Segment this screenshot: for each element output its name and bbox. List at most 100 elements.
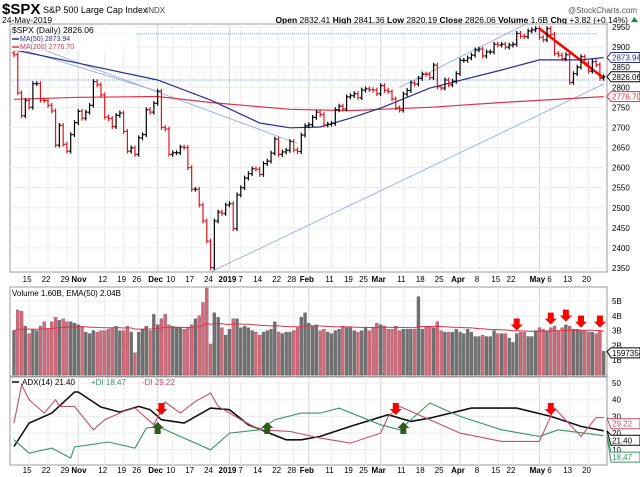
- price-bar: [359, 87, 364, 101]
- volume-bar: [477, 336, 481, 376]
- price-x-tick-label: 6: [547, 275, 552, 284]
- volume-bar: [31, 328, 35, 376]
- price-bar: [522, 33, 527, 40]
- ma200-legend: MA(200) 2776.70: [20, 44, 74, 51]
- volume-bar: [394, 326, 398, 376]
- price-bar: [27, 98, 31, 110]
- adx-x-tick-label: 26: [132, 466, 141, 475]
- price-bar: [492, 41, 496, 55]
- pdi-tag-label: 18.47: [612, 453, 633, 462]
- volume-bar: [178, 327, 182, 376]
- price-bar: [548, 26, 553, 37]
- volume-bar: [450, 331, 455, 376]
- volume-bar: [163, 314, 167, 376]
- price-bar: [412, 80, 417, 87]
- adx-x-tick-label: 18: [416, 466, 425, 475]
- price-bar: [518, 31, 523, 39]
- volume-bar: [242, 326, 247, 376]
- adx-x-tick-label: May: [530, 466, 546, 475]
- volume-bar: [137, 331, 141, 376]
- volume-bar: [371, 327, 375, 376]
- price-bar: [375, 87, 379, 97]
- adx-x-tick-label: 29: [60, 466, 69, 475]
- volume-bar: [72, 323, 77, 376]
- price-bar: [212, 218, 217, 271]
- adx-x-tick-label: 22: [272, 466, 281, 475]
- adx-x-tick-label: Mar: [372, 466, 386, 475]
- price-bar: [76, 108, 81, 126]
- price-bar: [129, 145, 133, 154]
- price-bar: [397, 105, 402, 113]
- high-value: 2841.36: [354, 15, 385, 25]
- volume-bar: [579, 330, 583, 376]
- low-value: 2820.19: [406, 15, 437, 25]
- volume-bar: [507, 337, 511, 376]
- price-bar: [174, 150, 179, 156]
- volume-bar: [174, 327, 179, 376]
- price-bar: [223, 202, 228, 216]
- price-bar: [193, 186, 198, 192]
- price-x-tick-label: 25: [435, 275, 444, 284]
- price-bar: [121, 110, 126, 134]
- volume-bar: [227, 328, 232, 376]
- price-bar: [382, 83, 387, 93]
- volume-bar: [454, 328, 458, 376]
- price-bar: [125, 129, 130, 154]
- price-bar: [356, 91, 360, 101]
- ma50-tag: [606, 52, 640, 64]
- adx-x-tick-label: 11: [325, 466, 334, 475]
- price-bar: [299, 132, 304, 154]
- price-bar: [280, 149, 285, 157]
- volume-bar: [114, 326, 118, 376]
- price-bar: [488, 49, 493, 55]
- volume-bar: [379, 324, 383, 376]
- volume-bar: [439, 330, 443, 376]
- volume-bar: [435, 321, 440, 376]
- price-bar: [204, 218, 209, 244]
- volume-legend: Volume 1.60B, EMA(50) 2.04B: [12, 289, 121, 298]
- volume-tick-label: 5B: [612, 297, 622, 306]
- price-x-tick-label: May: [530, 275, 546, 284]
- adx-x-tick-label: 19: [117, 466, 126, 475]
- green-arrow-up-icon: [261, 422, 274, 434]
- price-x-tick-label: 15: [491, 275, 500, 284]
- price-x-tick-label: 13: [563, 275, 572, 284]
- volume-bar: [602, 351, 606, 376]
- volume-bar: [235, 318, 239, 376]
- price-bar: [601, 74, 606, 81]
- price-bar: [265, 158, 270, 166]
- adx-x-tick-label: 20: [582, 466, 591, 475]
- price-bar: [31, 81, 35, 110]
- volume-bar: [503, 333, 508, 376]
- red-arrow-down-icon: [155, 403, 168, 415]
- volume-bar: [144, 326, 148, 376]
- volume-bar: [386, 328, 390, 376]
- price-tick-label: 2350: [612, 264, 630, 273]
- close-tag: [606, 71, 640, 83]
- price-bar: [84, 109, 88, 121]
- volume-bar: [458, 331, 462, 376]
- volume-bar: [12, 330, 16, 376]
- mdi-line: [13, 383, 604, 444]
- price-bar: [87, 102, 92, 115]
- volume-bar: [390, 328, 394, 376]
- price-bar: [337, 103, 341, 113]
- volume-bar: [224, 334, 228, 376]
- volume-bar: [571, 328, 576, 376]
- price-bar: [201, 202, 205, 224]
- volume-bar: [337, 328, 341, 376]
- price-bar: [50, 102, 54, 114]
- volume-bar: [201, 302, 205, 376]
- price-x-tick-label: 20: [582, 275, 591, 284]
- close-value: 2826.06: [465, 15, 496, 25]
- price-bar: [288, 139, 292, 153]
- chg-label: Chg: [550, 15, 567, 25]
- price-bar: [307, 122, 311, 129]
- price-x-tick-label: 19: [344, 275, 353, 284]
- volume-bar: [431, 327, 436, 376]
- price-x-tick-label: Mar: [372, 275, 386, 284]
- volume-bar: [84, 331, 88, 376]
- volume-bar: [261, 331, 266, 376]
- price-bar: [435, 62, 440, 90]
- price-bar: [420, 71, 425, 81]
